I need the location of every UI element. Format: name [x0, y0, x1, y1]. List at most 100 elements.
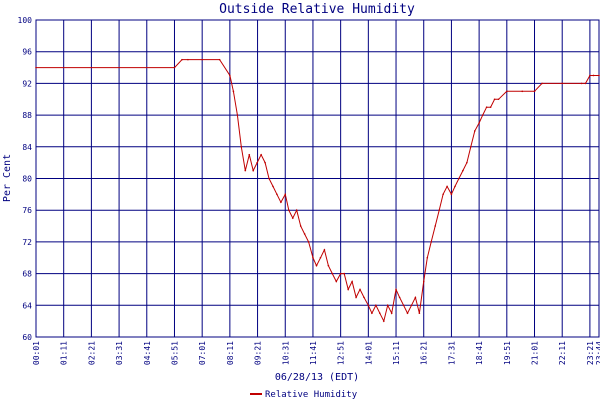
- y-tick-label: 60: [22, 333, 32, 342]
- data-point: [312, 256, 314, 259]
- data-point: [418, 312, 421, 315]
- y-tick-label: 96: [22, 48, 32, 57]
- data-point: [248, 153, 251, 156]
- data-point: [426, 256, 429, 259]
- data-point: [319, 256, 322, 259]
- data-point: [481, 114, 484, 116]
- data-point: [434, 225, 437, 227]
- data-point: [291, 217, 294, 219]
- data-point: [299, 225, 302, 227]
- data-point: [276, 193, 278, 196]
- x-tick-label: 23:21: [586, 341, 595, 365]
- x-tick-label: 22:11: [558, 341, 567, 365]
- x-tick-label: 17:31: [447, 341, 456, 365]
- data-point: [473, 130, 476, 132]
- grid-layer: [35, 19, 600, 338]
- data-point: [315, 264, 318, 267]
- x-axis-label: 06/28/13 (EDT): [275, 372, 359, 383]
- data-point: [398, 296, 401, 299]
- x-tick-label: 23:44: [595, 341, 600, 365]
- data-point: [35, 66, 37, 69]
- data-point: [359, 288, 361, 291]
- data-point: [355, 296, 357, 299]
- data-point: [541, 82, 543, 85]
- x-tick-label: 16:21: [420, 341, 429, 365]
- data-point: [375, 304, 377, 307]
- data-point: [244, 169, 247, 172]
- data-point: [506, 90, 508, 93]
- y-tick-label: 80: [22, 175, 32, 184]
- data-point: [268, 177, 270, 180]
- data-point: [442, 193, 444, 196]
- x-tick-label: 04:41: [143, 341, 152, 365]
- data-point: [173, 66, 176, 69]
- data-point: [236, 114, 239, 116]
- data-point: [201, 58, 203, 61]
- x-tick-label: 07:01: [198, 341, 207, 365]
- y-tick-label: 100: [18, 16, 33, 25]
- data-point: [240, 146, 243, 148]
- y-tick-label: 76: [22, 206, 32, 215]
- data-point: [295, 209, 298, 211]
- data-point: [410, 304, 413, 307]
- data-point: [450, 193, 453, 196]
- x-tick-label: 15:11: [392, 341, 401, 365]
- legend-label: Relative Humidity: [265, 390, 358, 400]
- data-point: [371, 312, 373, 315]
- data-point: [303, 233, 306, 235]
- y-tick-label: 72: [22, 238, 32, 247]
- data-point: [485, 106, 488, 108]
- data-point: [390, 312, 393, 315]
- data-point: [580, 82, 583, 85]
- x-tick-label: 10:31: [281, 341, 290, 365]
- data-point: [280, 201, 282, 204]
- y-axis-label: Per Cent: [2, 154, 13, 202]
- data-point: [288, 209, 290, 211]
- data-point: [264, 161, 266, 164]
- x-tick-label: 12:51: [337, 341, 346, 365]
- data-point: [584, 82, 587, 85]
- data-point: [232, 90, 235, 93]
- x-tick-label: 19:51: [503, 341, 512, 365]
- data-point: [323, 249, 326, 251]
- y-tick-label: 92: [22, 79, 32, 88]
- data-point: [592, 74, 595, 77]
- x-tick-label: 14:01: [364, 341, 373, 365]
- data-point: [218, 58, 221, 61]
- y-tick-label: 64: [22, 301, 32, 310]
- data-point: [414, 296, 417, 299]
- data-point: [351, 280, 353, 283]
- data-point: [466, 161, 468, 164]
- data-point: [335, 280, 338, 283]
- x-tick-label: 02:21: [87, 341, 96, 365]
- data-point: [497, 98, 500, 101]
- data-point: [430, 241, 433, 243]
- y-tick-label: 68: [22, 270, 32, 279]
- x-tick-label: 05:51: [170, 341, 179, 365]
- data-point: [181, 58, 183, 61]
- x-tick-label: 08:11: [226, 341, 235, 365]
- data-point: [382, 320, 385, 322]
- data-point: [367, 304, 370, 307]
- data-point: [438, 209, 440, 211]
- data-point: [493, 98, 496, 101]
- series-points: [35, 58, 600, 322]
- x-tick-label: 18:41: [475, 341, 484, 365]
- data-point: [478, 122, 480, 124]
- x-tick-label: 03:31: [115, 341, 124, 365]
- data-point: [470, 146, 472, 148]
- data-point: [462, 169, 464, 172]
- data-point: [561, 82, 564, 85]
- data-point: [252, 169, 255, 172]
- x-tick-label: 09:21: [254, 341, 263, 365]
- data-point: [533, 90, 536, 93]
- data-point: [489, 106, 492, 108]
- data-point: [446, 185, 448, 188]
- data-point: [363, 296, 365, 299]
- chart-title: Outside Relative Humidity: [219, 2, 415, 17]
- data-point: [521, 90, 524, 93]
- data-point: [402, 304, 405, 307]
- x-tick-label: 21:01: [531, 341, 540, 365]
- data-point: [347, 288, 349, 291]
